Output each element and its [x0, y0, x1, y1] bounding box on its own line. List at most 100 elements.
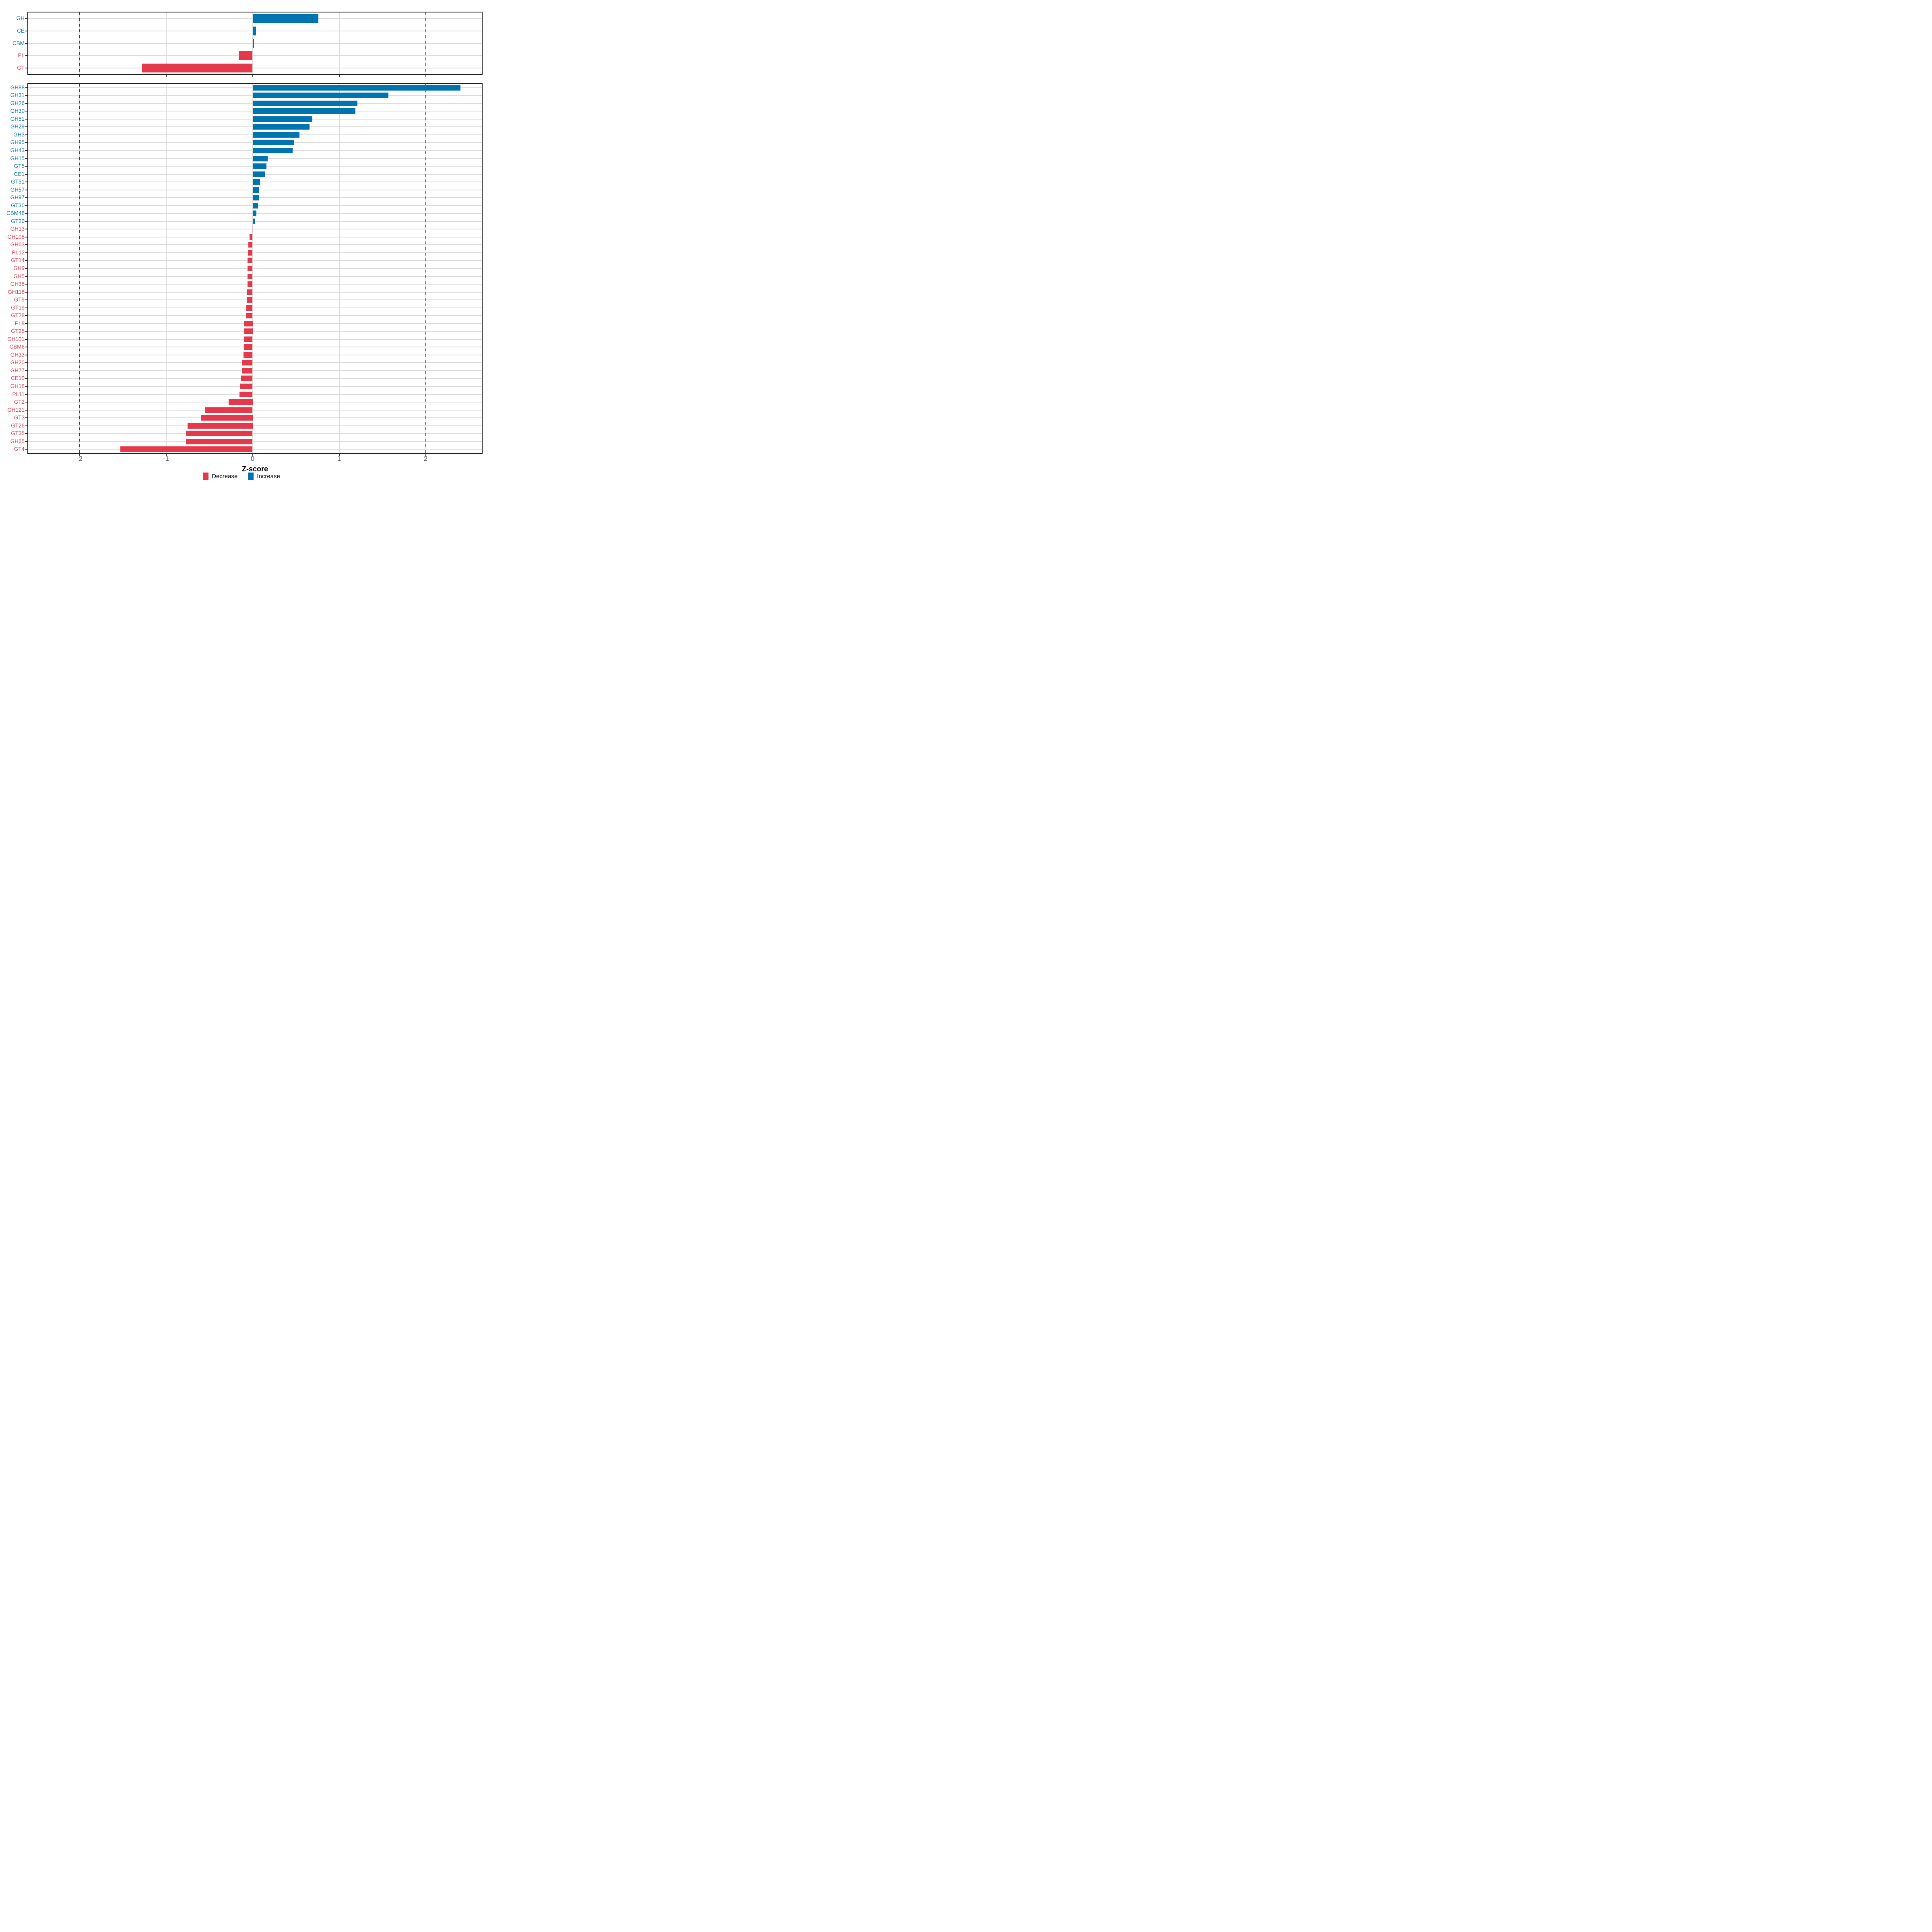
legend-entry-increase: Increase [248, 473, 280, 480]
bar-GH15 [252, 155, 268, 161]
bar-GH57 [252, 187, 260, 193]
y-axis-tick [25, 331, 27, 332]
bar-GT9 [247, 297, 253, 303]
category-label-GH77: GH77 [10, 367, 25, 374]
x-tick-label-0: 0 [250, 455, 255, 462]
bar-CE1 [252, 171, 265, 177]
y-axis-tick [25, 362, 27, 363]
y-axis-tick [25, 252, 27, 253]
y-axis-tick [25, 142, 27, 143]
bar-GT4 [120, 446, 253, 452]
top-panel-class-summary [27, 12, 483, 75]
bar-GH97 [252, 195, 259, 201]
y-gridline [28, 221, 482, 222]
bar-CBM [252, 39, 254, 48]
y-axis-tick [25, 417, 27, 419]
y-gridline [28, 449, 482, 450]
bar-GH38 [247, 281, 253, 287]
category-label-GT35: GT35 [11, 430, 25, 437]
x-tick-label-1: 1 [337, 455, 341, 462]
y-axis-tick [25, 150, 27, 151]
bar-GT19 [246, 305, 253, 311]
decrease-color-swatch [203, 473, 209, 480]
y-gridline [28, 409, 482, 411]
x-tick-label--2: -2 [76, 455, 83, 462]
category-label-GT26: GT26 [11, 422, 25, 429]
y-axis-tick [25, 425, 27, 426]
bar-GH26 [252, 100, 357, 106]
y-axis-tick [25, 166, 27, 167]
y-gridline [28, 339, 482, 340]
category-label-CBM48: CBM48 [6, 210, 25, 217]
y-axis-tick [25, 43, 27, 44]
y-axis-tick [25, 18, 27, 19]
y-axis-tick [25, 441, 27, 442]
bar-GT5 [252, 163, 266, 169]
x-tick-label--1: -1 [163, 455, 169, 462]
increase-color-swatch [248, 473, 254, 480]
bar-CBM6 [244, 344, 253, 350]
category-label-GT: GT [17, 64, 25, 71]
x-axis-tick [79, 75, 80, 77]
legend-label-decrease: Decrease [212, 473, 238, 480]
bar-GT26 [188, 423, 253, 429]
y-gridline [28, 362, 482, 363]
x-axis-tick [252, 75, 253, 77]
y-gridline [28, 244, 482, 246]
dashed-reference-line [79, 12, 80, 74]
category-label-CE1: CE1 [14, 171, 25, 177]
y-gridline [28, 276, 482, 277]
y-axis-tick [25, 315, 27, 316]
category-label-GH97: GH97 [10, 194, 25, 201]
y-axis-tick [25, 268, 27, 269]
category-label-GT51: GT51 [11, 179, 25, 185]
category-label-GH105: GH105 [7, 233, 25, 240]
category-label-GH5: GH5 [13, 273, 25, 279]
x-axis-tick [339, 454, 340, 456]
bar-GH88 [252, 85, 460, 91]
bar-GH3 [252, 132, 299, 138]
category-label-GT25: GT25 [11, 328, 25, 334]
bar-GH77 [242, 367, 253, 374]
y-axis-tick [25, 134, 27, 135]
bar-GT25 [244, 328, 253, 334]
y-axis-tick [25, 197, 27, 198]
bar-GH33 [243, 352, 253, 358]
y-axis-tick [25, 394, 27, 395]
y-axis-tick [25, 87, 27, 88]
bar-GH95 [252, 140, 294, 146]
bar-CE10 [241, 376, 253, 382]
y-gridline [28, 417, 482, 419]
category-label-GH101: GH101 [7, 336, 25, 342]
category-label-GH121: GH121 [7, 407, 25, 413]
y-axis-tick [25, 291, 27, 293]
category-label-GH26: GH26 [10, 100, 25, 106]
y-gridline [28, 386, 482, 387]
bar-CBM48 [252, 211, 256, 217]
y-axis-tick [25, 409, 27, 411]
category-label-GH31: GH31 [10, 92, 25, 99]
y-gridline [28, 299, 482, 301]
category-label-GT5: GT5 [14, 163, 25, 169]
y-axis-tick [25, 260, 27, 261]
bar-GT28 [246, 313, 253, 319]
category-label-CBM6: CBM6 [9, 344, 25, 350]
y-gridline [28, 441, 482, 442]
bar-GT14 [248, 258, 253, 264]
category-label-GT14: GT14 [11, 257, 25, 264]
y-gridline [28, 433, 482, 434]
bar-GT3 [200, 415, 253, 421]
x-axis-tick [425, 75, 426, 77]
y-axis-tick [25, 95, 27, 96]
dashed-reference-line [79, 84, 80, 453]
y-gridline [28, 43, 482, 44]
category-label-GH95: GH95 [10, 139, 25, 146]
bar-GH116 [247, 289, 253, 295]
bar-GH101 [244, 336, 253, 342]
bar-GH51 [252, 116, 312, 122]
bar-PL8 [244, 320, 253, 326]
y-gridline [28, 55, 482, 56]
category-label-GT3: GT3 [14, 415, 25, 421]
bar-GT51 [252, 179, 260, 185]
y-axis-tick [25, 299, 27, 301]
